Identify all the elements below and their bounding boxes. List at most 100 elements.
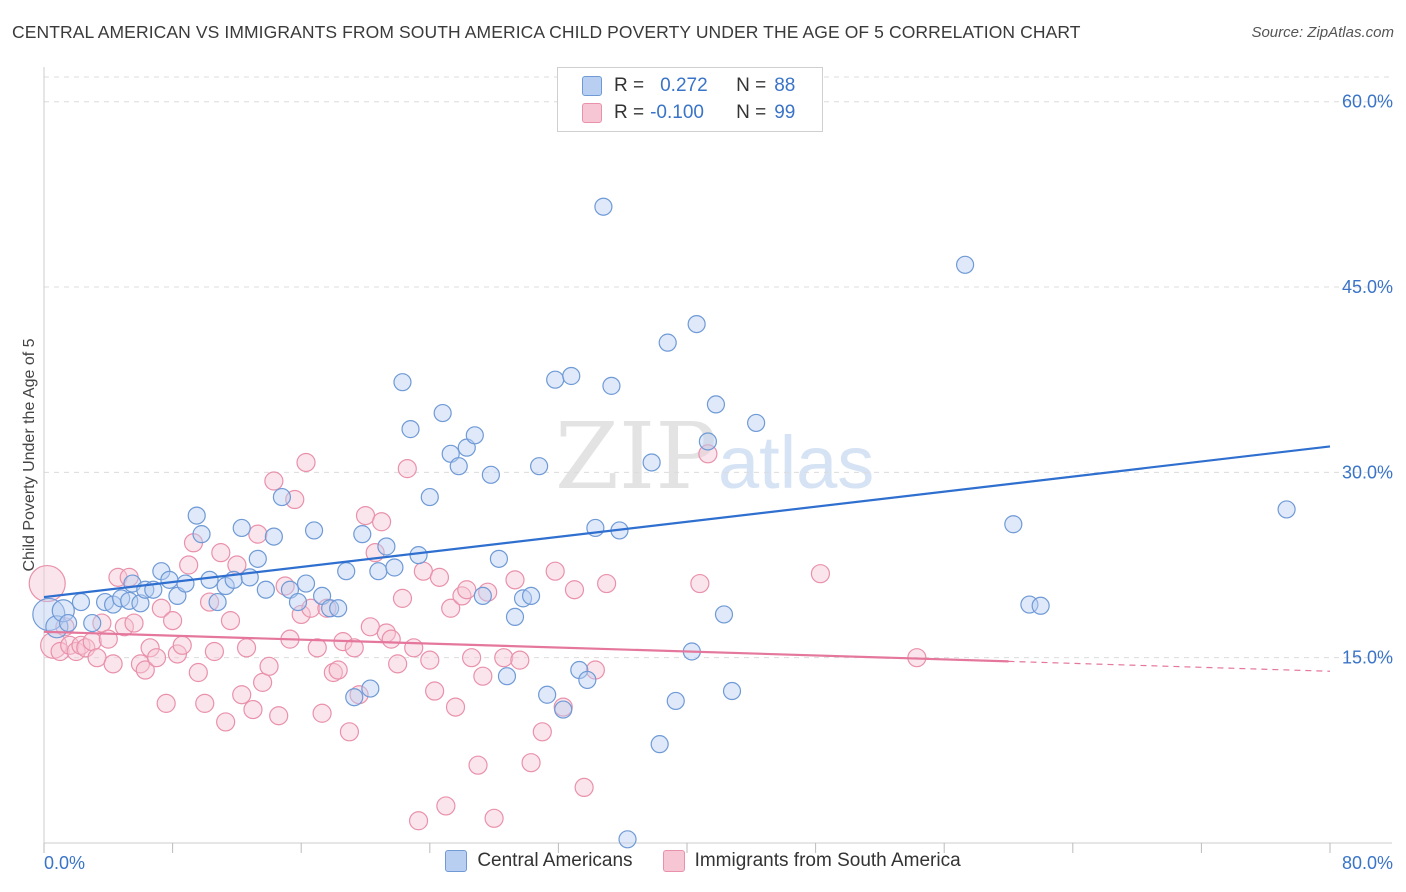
data-point-central-americans bbox=[393, 373, 412, 392]
data-point-immigrants bbox=[146, 648, 167, 668]
watermark-zip: ZIP bbox=[555, 403, 717, 510]
data-point-central-americans bbox=[83, 613, 102, 633]
data-point-central-americans bbox=[187, 506, 206, 525]
trend-lines bbox=[43, 445, 1331, 672]
data-point-immigrants bbox=[188, 662, 208, 683]
data-point-central-americans bbox=[420, 487, 439, 507]
data-point-immigrants bbox=[87, 648, 107, 668]
data-point-central-americans bbox=[465, 426, 484, 445]
data-point-central-americans bbox=[747, 413, 766, 433]
data-point-immigrants bbox=[211, 543, 231, 563]
axes bbox=[43, 67, 1392, 853]
legend-swatch-pink bbox=[582, 103, 602, 123]
chart-title: CENTRAL AMERICAN VS IMMIGRANTS FROM SOUT… bbox=[12, 22, 1081, 42]
data-point-immigrants bbox=[82, 632, 102, 652]
data-point-central-americans bbox=[264, 527, 283, 546]
legend-row-immigrants: R = -0.100 N = 99 bbox=[582, 100, 795, 126]
data-point-immigrants bbox=[296, 452, 316, 473]
data-point-immigrants bbox=[461, 648, 482, 668]
series-central-americans bbox=[32, 197, 1296, 849]
data-point-immigrants bbox=[135, 660, 155, 680]
data-point-central-americans bbox=[538, 685, 557, 704]
data-point-immigrants bbox=[468, 755, 488, 775]
data-point-central-americans bbox=[489, 549, 509, 568]
trend-line-immigrants-extrapolated bbox=[1008, 660, 1331, 672]
data-point-immigrants bbox=[339, 722, 360, 742]
data-point-immigrants bbox=[445, 697, 466, 717]
data-point-central-americans bbox=[706, 395, 726, 414]
legend-r-value: 0.272 bbox=[660, 75, 708, 96]
data-point-immigrants bbox=[574, 777, 594, 798]
data-point-immigrants bbox=[392, 588, 413, 608]
x-tick-label: 0.0% bbox=[44, 853, 85, 873]
trend-line-immigrants bbox=[43, 630, 1009, 663]
data-point-central-americans bbox=[497, 667, 517, 686]
y-axis-label: Child Poverty Under the Age of 5 bbox=[21, 338, 38, 571]
data-point-central-americans bbox=[256, 580, 275, 599]
data-point-immigrants bbox=[124, 613, 144, 633]
data-point-immigrants bbox=[510, 650, 530, 670]
data-point-central-americans bbox=[594, 197, 613, 216]
data-point-central-americans bbox=[296, 574, 316, 593]
data-point-central-americans bbox=[401, 420, 420, 439]
data-point-immigrants bbox=[156, 693, 176, 713]
legend-row-central-americans: R = 0.272 N = 88 bbox=[582, 73, 795, 99]
data-point-central-americans bbox=[71, 592, 91, 612]
watermark: ZIP atlas bbox=[555, 403, 874, 510]
data-point-immigrants bbox=[220, 611, 241, 631]
data-point-central-americans bbox=[304, 521, 324, 540]
data-point-immigrants bbox=[204, 641, 224, 662]
data-point-immigrants bbox=[597, 573, 617, 594]
data-point-central-americans bbox=[687, 314, 706, 334]
data-point-immigrants bbox=[28, 564, 66, 603]
data-point-central-americans bbox=[433, 403, 452, 423]
data-point-central-americans bbox=[1031, 596, 1050, 615]
data-point-central-americans bbox=[473, 586, 492, 606]
data-point-immigrants bbox=[151, 598, 171, 618]
data-point-central-americans bbox=[337, 562, 356, 581]
data-point-central-americans bbox=[32, 597, 66, 632]
data-point-immigrants bbox=[328, 660, 348, 680]
legend-swatch-blue bbox=[582, 76, 602, 96]
data-point-central-americans bbox=[578, 670, 597, 690]
legend-n-value: 99 bbox=[774, 102, 796, 123]
data-point-central-americans bbox=[232, 518, 251, 538]
legend-label: Central Americans bbox=[477, 850, 633, 871]
data-point-central-americans bbox=[562, 366, 581, 386]
legend-r-label: R = bbox=[614, 75, 645, 96]
data-point-immigrants bbox=[114, 617, 134, 637]
legend-n-value: 88 bbox=[774, 75, 796, 96]
data-point-immigrants bbox=[441, 598, 461, 618]
legend-n-label: N = bbox=[736, 102, 767, 123]
data-point-central-americans bbox=[658, 333, 677, 352]
data-point-immigrants bbox=[810, 564, 831, 584]
data-point-central-americans bbox=[120, 591, 139, 610]
data-point-immigrants bbox=[521, 753, 541, 773]
data-point-immigrants bbox=[457, 580, 477, 600]
data-point-central-americans bbox=[51, 599, 75, 623]
data-point-immigrants bbox=[429, 567, 450, 587]
data-point-immigrants bbox=[236, 638, 257, 658]
data-point-immigrants bbox=[425, 681, 445, 701]
x-tick-label: 80.0% bbox=[1342, 853, 1393, 873]
data-point-central-americans bbox=[698, 432, 717, 451]
data-point-central-americans bbox=[1277, 500, 1296, 519]
data-point-immigrants bbox=[307, 638, 327, 658]
data-point-immigrants bbox=[269, 706, 289, 726]
data-point-central-americans bbox=[722, 681, 742, 701]
data-point-central-americans bbox=[650, 735, 669, 754]
data-point-immigrants bbox=[232, 685, 252, 705]
data-point-central-americans bbox=[409, 546, 428, 565]
data-point-immigrants bbox=[436, 796, 456, 816]
data-point-central-americans bbox=[200, 570, 219, 589]
data-point-central-americans bbox=[272, 487, 292, 507]
legend-n-label: N = bbox=[736, 75, 767, 96]
y-tick-label: 15.0% bbox=[1342, 648, 1393, 668]
data-point-immigrants bbox=[397, 459, 417, 479]
data-point-central-americans bbox=[521, 586, 541, 606]
data-point-central-americans bbox=[208, 592, 227, 612]
data-point-immigrants bbox=[179, 555, 199, 575]
data-point-central-americans bbox=[554, 700, 573, 719]
tick-labels: 15.0% 30.0% 45.0% 60.0% 0.0% 80.0% bbox=[44, 92, 1393, 873]
